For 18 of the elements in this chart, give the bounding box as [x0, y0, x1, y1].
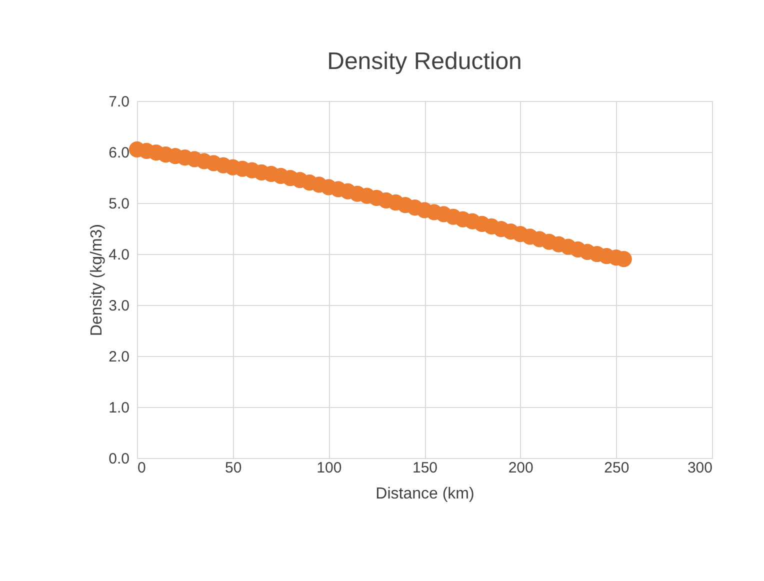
y-tick-label: 5.0: [108, 196, 130, 212]
x-tick-label: 300: [687, 460, 712, 476]
y-tick-label: 4.0: [108, 246, 130, 264]
x-tick-label: 0: [138, 460, 146, 476]
y-tick-label: 6.0: [108, 144, 130, 162]
y-axis-title: Density (kg/m3): [88, 224, 106, 336]
x-tick-label: 150: [412, 460, 438, 476]
y-tick-label: 3.0: [108, 298, 130, 314]
y-tick-label: 7.0: [108, 94, 130, 110]
x-tick-label: 250: [604, 460, 630, 476]
y-tick-label: 1.0: [108, 400, 130, 416]
x-tick-label: 100: [316, 460, 342, 476]
chart-title: Density Reduction: [327, 48, 522, 75]
x-tick-label: 50: [224, 460, 242, 476]
x-axis-title: Distance (km): [376, 486, 474, 502]
x-tick-label: 200: [508, 460, 534, 476]
y-tick-label: 0.0: [108, 450, 130, 468]
y-tick-label: 2.0: [108, 348, 130, 366]
